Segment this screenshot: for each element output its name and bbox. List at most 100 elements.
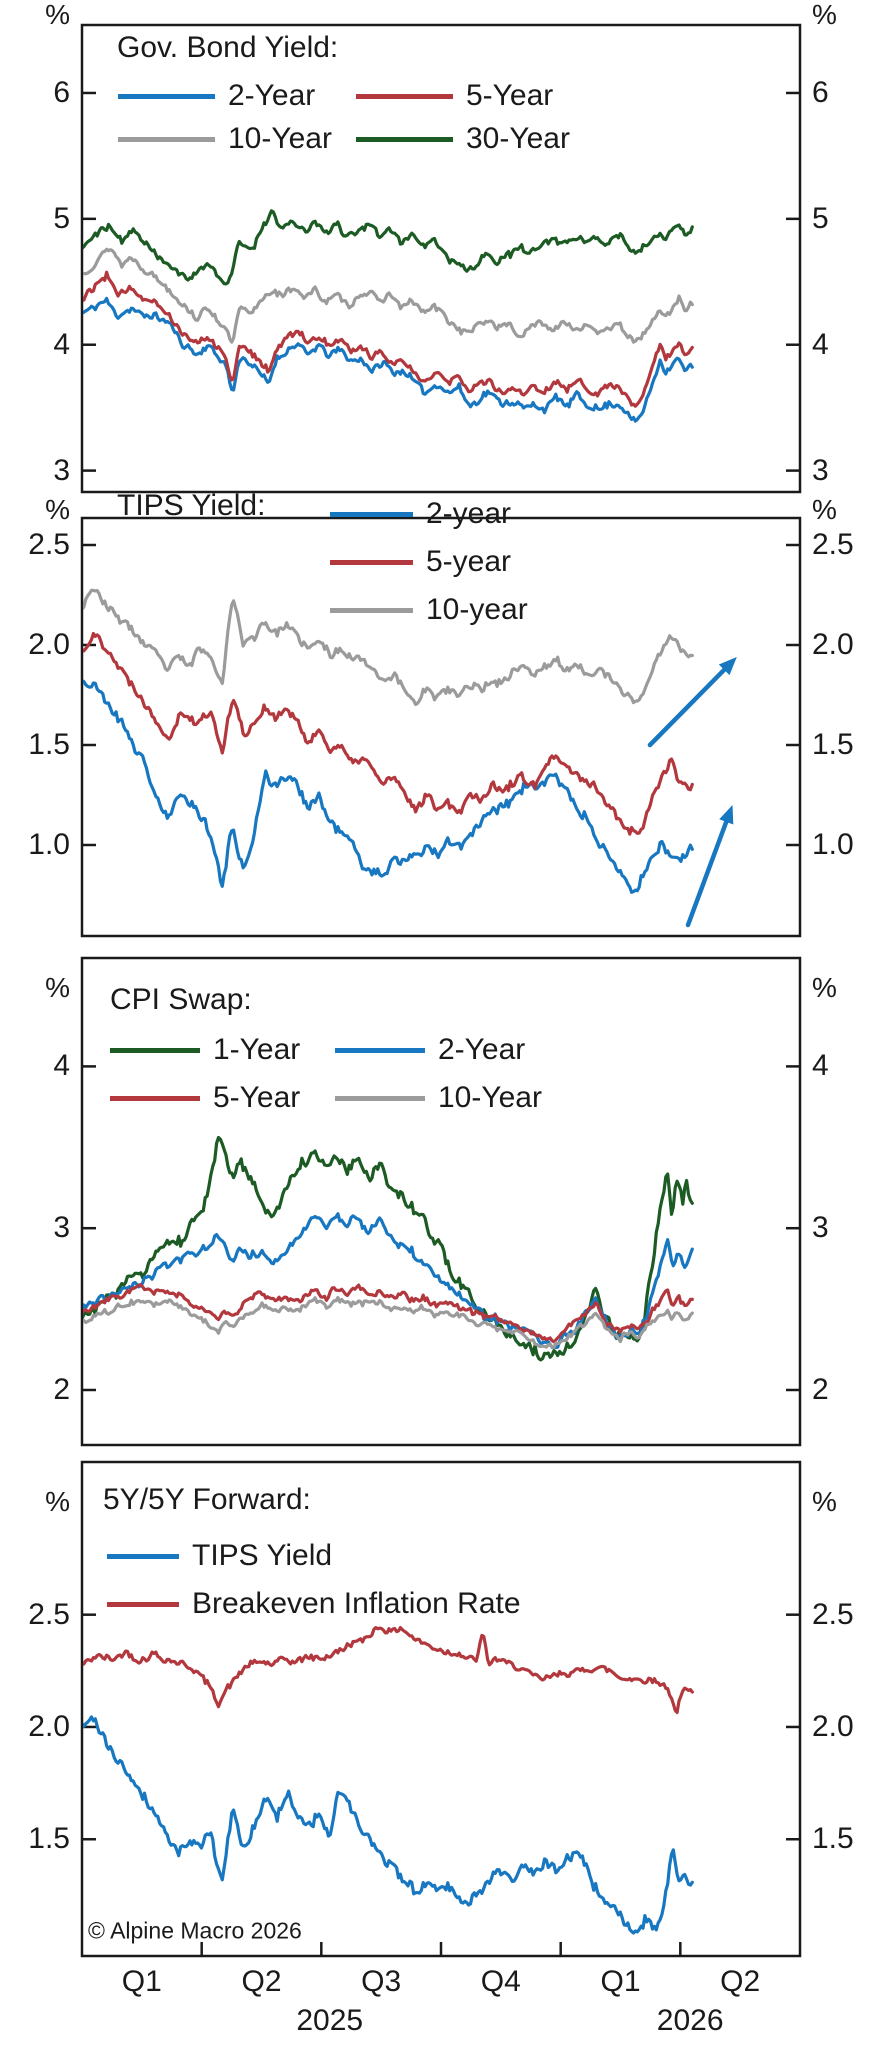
legend-item-fwd-tips-yield: TIPS Yield [107,1541,332,1571]
legend-swatch-blue [335,1047,425,1053]
series-line-cpi-swap-2-year [83,1212,694,1350]
y-tick-label-right: 6 [812,75,829,109]
y-tick-label-right: 2.5 [812,1597,854,1631]
y-tick-label-left: 2.0 [28,628,70,661]
series-line-cpi-swap-10-year [83,1295,694,1350]
legend-item-tips-5year: 5-year [330,547,511,577]
x-axis-year-label: 2026 [656,2004,724,2037]
legend-label: 5-Year [213,1081,301,1114]
y-tick-label-left: 1.5 [28,728,70,761]
series-line-5y5y-forward-tips-yield [83,1715,694,1935]
series-line-5y5y-forward-breakeven-inflation-rate [83,1625,694,1715]
y-tick-label-right: 2 [812,1372,829,1406]
legend-item-fwd-breakeven: Breakeven Inflation Rate [107,1589,521,1619]
legend-label: 10-Year [228,122,332,155]
y-tick-label-left: 4 [53,327,70,361]
legend-item-gov-2year: 2-Year [118,81,315,111]
legend-label: 2-Year [228,79,316,112]
y-tick-label-right: 1.5 [812,1822,854,1856]
y-tick-label-right: 4 [812,1049,829,1083]
legend-swatch-gray [335,1095,425,1101]
copyright-notice: © Alpine Macro 2026 [88,1917,302,1944]
legend-item-gov-10year: 10-Year [118,124,332,154]
panel-box-tips-yield [80,516,802,938]
y-tick-label-left: 1.5 [28,1822,70,1856]
trend-arrow-head [719,805,734,825]
series-line-tips-yield-10-year [83,588,694,707]
legend-label: 30-Year [466,122,570,155]
y-tick-label-left: 4 [53,1049,70,1083]
y-tick-label-right: 3 [812,453,829,487]
legend-swatch-red [356,93,453,99]
y-tick-label-right: 5 [812,201,829,235]
legend-item-tips-2year: 2-year [330,499,511,529]
x-axis-year-label: 2025 [296,2004,364,2037]
panel-title-gov-bond-yield: Gov. Bond Yield: [117,31,339,64]
y-tick-label-left: 6 [53,75,70,109]
legend-swatch-gray [118,136,215,142]
x-axis-quarter-label: Q1 [600,1965,641,1998]
x-axis-quarter-label: Q2 [241,1965,282,1998]
y-tick-label-right: 4 [812,327,829,361]
legend-label: TIPS Yield [192,1539,333,1572]
panel-title-5y5y-forward: 5Y/5Y Forward: [103,1483,311,1516]
y-tick-label-left: 2 [53,1372,70,1406]
percent-unit-label-right: % [812,1486,837,1517]
x-axis-quarter-label: Q1 [121,1965,162,1998]
x-axis-quarter-label: Q4 [480,1965,521,1998]
y-tick-label-right: 1.0 [812,828,854,861]
panel-box-gov-bond-yield [80,23,802,494]
y-tick-label-right: 2.0 [812,1709,854,1743]
percent-unit-label-left: % [45,494,70,525]
legend-item-gov-30year: 30-Year [356,124,570,154]
legend-swatch-red [330,559,413,565]
legend-swatch-green [356,136,453,142]
x-axis-quarter-label: Q3 [361,1965,402,1998]
legend-label: 10-Year [438,1081,542,1114]
series-line-tips-yield-5-year [83,631,694,836]
y-tick-label-left: 2.0 [28,1709,70,1743]
legend-item-cpi-10year: 10-Year [335,1083,542,1113]
legend-swatch-blue [118,93,215,99]
y-tick-label-left: 2.5 [28,1597,70,1631]
percent-unit-label-right: % [812,494,837,525]
legend-label: 2-year [426,497,512,530]
series-line-gov-bond-yield-2-year [83,296,694,423]
y-tick-label-right: 3 [812,1211,829,1245]
percent-unit-label-right: % [812,0,837,30]
legend-swatch-red [110,1095,200,1101]
series-line-cpi-swap-1-year [83,1135,694,1362]
legend-item-gov-5year: 5-Year [356,81,553,111]
y-tick-label-left: 2.5 [28,528,70,561]
percent-unit-label-right: % [812,972,837,1003]
y-tick-label-left: 1.0 [28,828,70,861]
series-line-tips-yield-2-year [83,679,694,894]
trend-arrow-line [685,819,729,928]
trend-arrow-line [647,667,727,748]
legend-item-cpi-2year: 2-Year [335,1035,525,1065]
legend-label: Breakeven Inflation Rate [192,1587,521,1620]
legend-swatch-green [110,1047,200,1053]
y-tick-label-right: 1.5 [812,728,854,761]
series-line-gov-bond-yield-10-year [83,247,694,344]
legend-item-cpi-5year: 5-Year [110,1083,300,1113]
series-line-gov-bond-yield-30-year [83,209,694,286]
panel-box-cpi-swap [80,956,802,1447]
y-tick-label-left: 3 [53,1211,70,1245]
y-tick-label-left: 3 [53,453,70,487]
legend-label: 10-year [426,593,528,626]
series-line-cpi-swap-5-year [83,1283,694,1344]
legend-item-tips-10year: 10-year [330,595,528,625]
legend-label: 2-Year [438,1033,526,1066]
percent-unit-label-left: % [45,1486,70,1517]
legend-swatch-red [107,1601,179,1607]
panel-title-tips-yield: TIPS Yield: [117,489,266,522]
legend-swatch-blue [107,1553,179,1559]
y-tick-label-right: 2.0 [812,628,854,661]
panel-title-cpi-swap: CPI Swap: [110,983,252,1016]
trend-arrow-head [718,657,737,676]
legend-swatch-blue [330,511,413,517]
percent-unit-label-left: % [45,972,70,1003]
